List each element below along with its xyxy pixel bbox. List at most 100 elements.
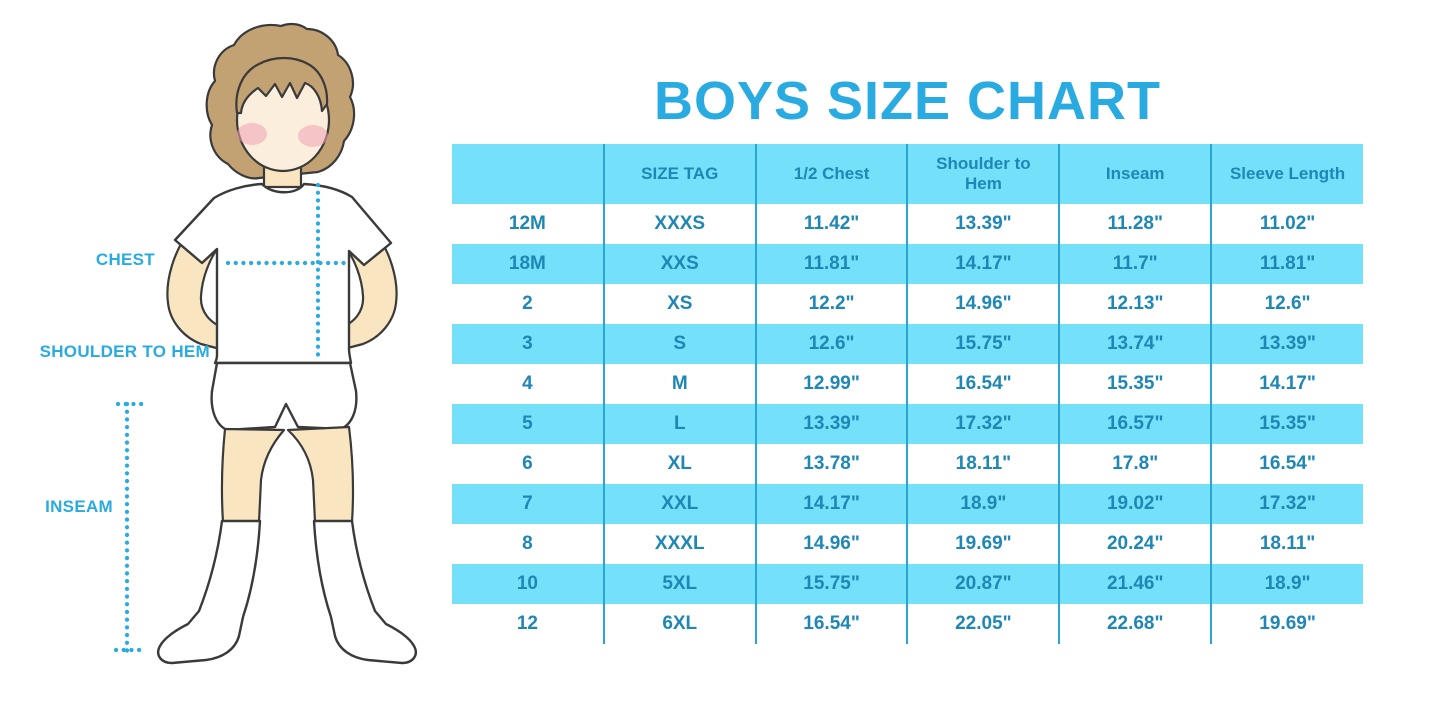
size-cell: 12.6" <box>1210 284 1363 324</box>
boy-bangs <box>235 56 329 115</box>
size-row-label: 10 <box>452 564 604 604</box>
size-cell: 6XL <box>602 604 756 644</box>
size-cell: 14.17" <box>906 244 1060 284</box>
column-header: Shoulder to Hem <box>906 144 1060 204</box>
size-cell: 13.39" <box>754 404 908 444</box>
column-header: Inseam <box>1058 144 1212 204</box>
size-cell: 13.39" <box>1210 324 1363 364</box>
boy-sock-right <box>312 519 417 665</box>
size-cell: 19.02" <box>1058 484 1212 524</box>
size-cell: 22.68" <box>1058 604 1212 644</box>
column-header: Sleeve Length <box>1210 144 1363 204</box>
size-cell: 11.28" <box>1058 204 1212 244</box>
size-cell: L <box>602 404 756 444</box>
size-cell: 15.35" <box>1210 404 1363 444</box>
size-row-label: 4 <box>522 373 533 394</box>
size-cell: XXXS <box>602 204 756 244</box>
size-cell: 11.02" <box>1210 204 1363 244</box>
table-row: 10 5XL 15.75" 20.87" 21.46" 18.9" <box>452 564 1363 604</box>
size-cell: 12.99" <box>754 364 908 404</box>
table-row: 5 L 13.39" 17.32" 16.57" 15.35" <box>452 404 1363 444</box>
size-cell: 11.81" <box>754 244 908 284</box>
size-cell: 18.9" <box>906 484 1060 524</box>
column-header: SIZE TAG <box>602 144 756 204</box>
size-cell: 22.05" <box>906 604 1060 644</box>
table-row: 18M XXS 11.81" 14.17" 11.7" 11.81" <box>452 244 1363 284</box>
size-cell: 13.39" <box>906 204 1060 244</box>
size-cell: 12.6" <box>754 324 908 364</box>
size-row-label: 2 <box>522 293 533 314</box>
size-cell: 15.35" <box>1058 364 1212 404</box>
size-cell: 21.46" <box>1058 564 1212 604</box>
size-table-header: SIZE TAG 1/2 Chest Shoulder to Hem Inseam Sl… <box>452 144 1363 204</box>
size-cell: 11.42" <box>754 204 908 244</box>
size-cell: 14.17" <box>754 484 908 524</box>
boy-shorts <box>210 361 358 432</box>
boy-leg-right <box>286 425 355 524</box>
size-cell: 17.8" <box>1058 444 1212 484</box>
size-row-label: 8 <box>522 533 533 554</box>
size-row-label: 12 <box>516 613 538 634</box>
size-row-label: 12M <box>508 213 546 234</box>
size-cell: 14.96" <box>906 284 1060 324</box>
size-cell: 16.54" <box>906 364 1060 404</box>
size-cell: XXL <box>602 484 756 524</box>
size-cell: S <box>602 324 756 364</box>
size-cell: 14.96" <box>754 524 908 564</box>
size-cell: XXS <box>602 244 756 284</box>
size-cell: 16.54" <box>1210 444 1363 484</box>
size-cell: XS <box>602 284 756 324</box>
table-row: 3 S 12.6" 15.75" 13.74" 13.39" <box>452 324 1363 364</box>
boy-illustration <box>0 0 450 723</box>
size-cell: 12.2" <box>754 284 908 324</box>
size-cell: 11.7" <box>1058 244 1212 284</box>
boy-sock-left <box>157 519 262 665</box>
boy-leg-left <box>220 427 286 524</box>
size-cell: 17.32" <box>1210 484 1363 524</box>
column-header <box>452 144 604 204</box>
size-cell: 12.13" <box>1058 284 1212 324</box>
size-row-label: 6 <box>522 453 533 474</box>
table-row: 8 XXXL 14.96" 19.69" 20.24" 18.11" <box>452 524 1363 564</box>
size-cell: 17.32" <box>906 404 1060 444</box>
size-table-body: 12M XXXS 11.42" 13.39" 11.28" 11.02" 18M XXS 11.… <box>452 204 1363 644</box>
page-title: BOYS SIZE CHART <box>653 71 1162 132</box>
size-cell: XL <box>602 444 756 484</box>
shoulder-to-hem-label: SHOULDER TO HEM <box>39 342 210 361</box>
table-row: 12 6XL 16.54" 22.05" 22.68" 19.69" <box>452 604 1363 644</box>
size-row-label: 5 <box>452 404 604 444</box>
size-cell: 11.81" <box>1210 244 1363 284</box>
size-cell: 20.24" <box>1058 524 1212 564</box>
size-cell: XXXL <box>602 524 756 564</box>
size-cell: 20.87" <box>906 564 1060 604</box>
column-header: 1/2 Chest <box>754 144 908 204</box>
size-cell: 18.9" <box>1210 564 1363 604</box>
size-cell: 16.54" <box>754 604 908 644</box>
size-cell: 15.75" <box>754 564 908 604</box>
table-row: 4 M 12.99" 16.54" 15.35" 14.17" <box>452 364 1363 404</box>
size-cell: 16.57" <box>1058 404 1212 444</box>
inseam-label: INSEAM <box>45 497 113 516</box>
table-row: 6 XL 13.78" 18.11" 17.8" 16.54" <box>452 444 1363 484</box>
size-row-label: 7 <box>452 484 604 524</box>
table-row: 2 XS 12.2" 14.96" 12.13" 12.6" <box>452 284 1363 324</box>
chest-label: CHEST <box>95 250 155 269</box>
boy-cheek-left <box>237 123 267 145</box>
table-row: 12M XXXS 11.42" 13.39" 11.28" 11.02" <box>452 204 1363 244</box>
size-cell: 18.11" <box>906 444 1060 484</box>
size-table: SIZE TAG 1/2 Chest Shoulder to Hem Inseam Sl… <box>452 144 1363 644</box>
size-cell: 13.78" <box>754 444 908 484</box>
size-cell: 19.69" <box>1210 604 1363 644</box>
size-cell: 15.75" <box>906 324 1060 364</box>
size-cell: 18.11" <box>1210 524 1363 564</box>
size-cell: 13.74" <box>1058 324 1212 364</box>
size-row-label: 18M <box>452 244 604 284</box>
size-cell: 5XL <box>602 564 756 604</box>
size-cell: 14.17" <box>1210 364 1363 404</box>
boy-figure-svg <box>113 22 417 665</box>
size-row-label: 3 <box>452 324 604 364</box>
boy-shirt <box>173 182 393 365</box>
table-row: 7 XXL 14.17" 18.9" 19.02" 17.32" <box>452 484 1363 524</box>
header-row: SIZE TAG 1/2 Chest Shoulder to Hem Inseam Sl… <box>452 144 1363 204</box>
size-cell: M <box>602 364 756 404</box>
